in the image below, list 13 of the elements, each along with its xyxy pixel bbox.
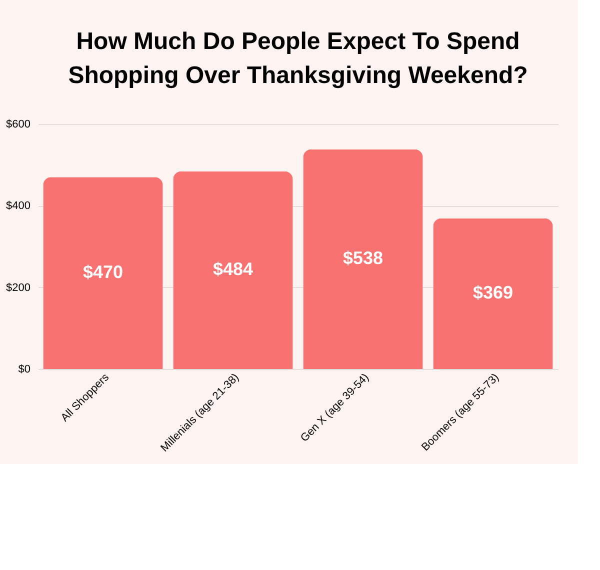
bar — [433, 218, 553, 369]
y-tick-label: $600 — [6, 118, 30, 130]
data-label: $369 — [472, 282, 514, 303]
chart-title: How Much Do People Expect To Spend Shopping Over Thanksgiving Weekend? — [68, 28, 528, 89]
bar — [43, 177, 163, 369]
data-label: $484 — [212, 259, 254, 280]
y-tick-label: $0 — [18, 364, 30, 376]
y-tick-label: $200 — [6, 282, 30, 294]
data-label: $538 — [342, 248, 384, 268]
y-tick-label: $400 — [6, 200, 30, 212]
data-label: $470 — [82, 262, 124, 282]
bar — [173, 171, 293, 369]
bar — [303, 149, 423, 369]
